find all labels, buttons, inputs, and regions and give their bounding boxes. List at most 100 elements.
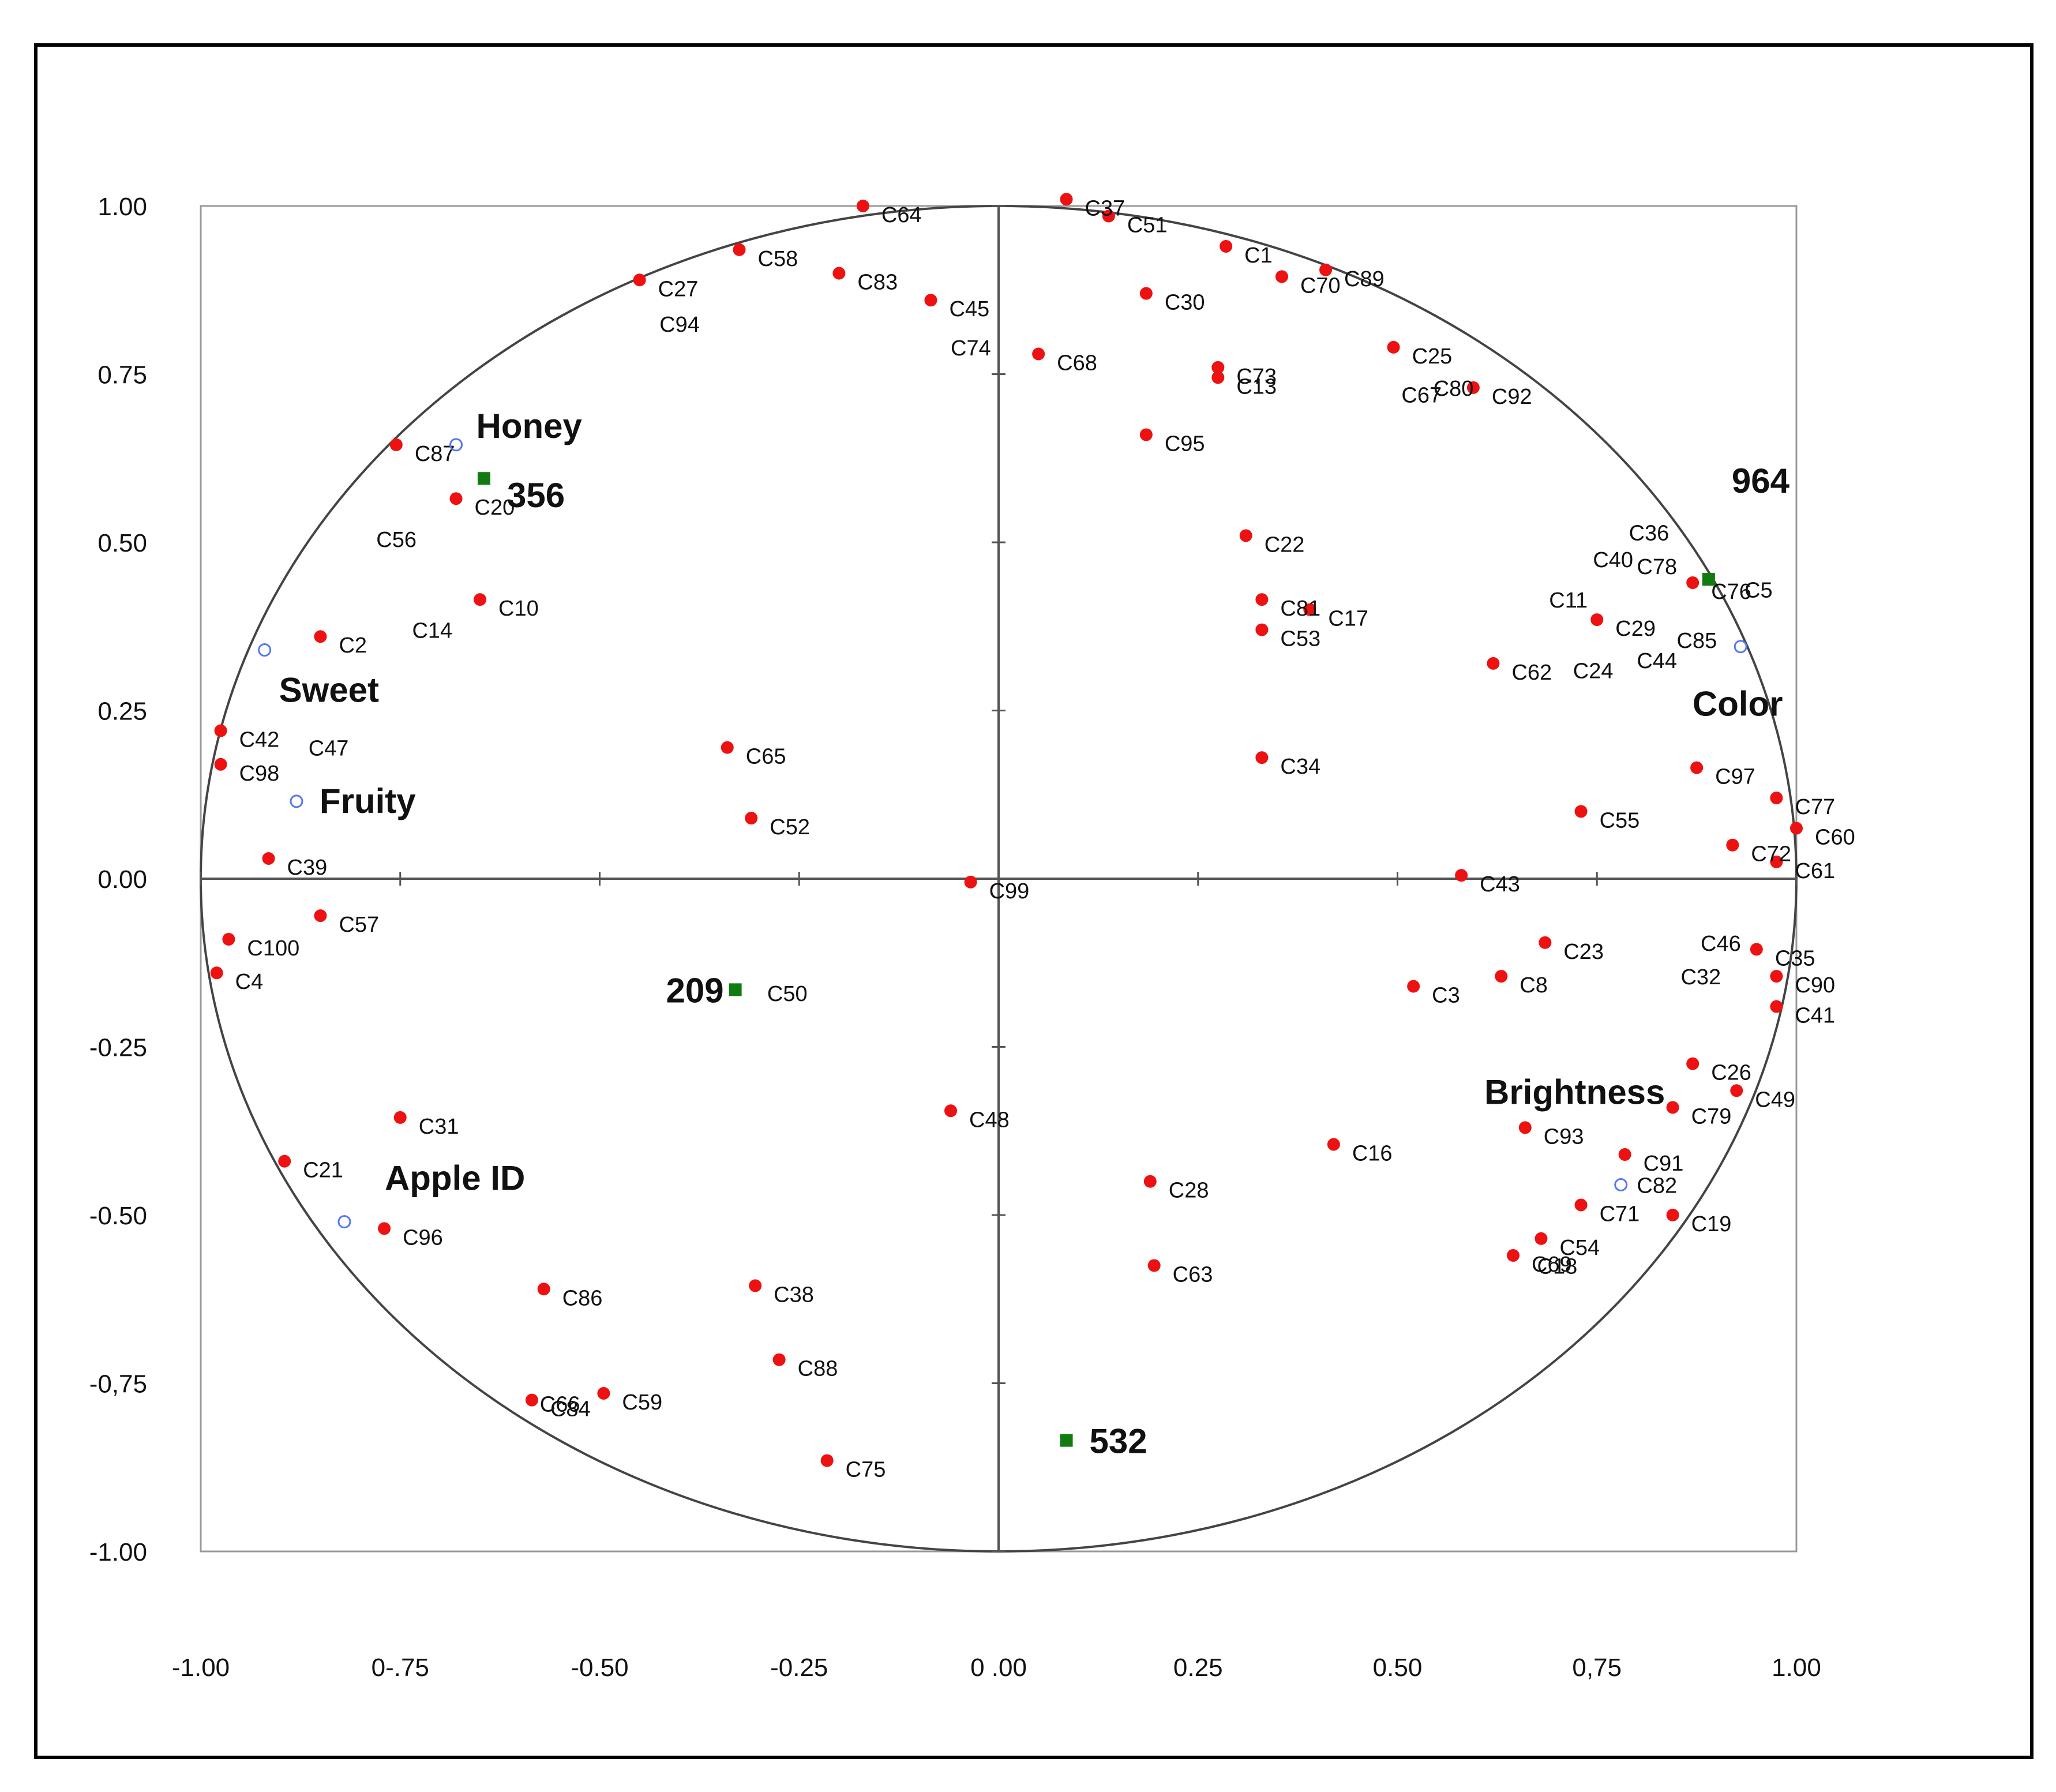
consumer-label-c31: C31 bbox=[419, 1115, 459, 1139]
consumer-label-c67: C67 bbox=[1401, 383, 1442, 407]
consumer-point-c91 bbox=[1618, 1148, 1631, 1161]
x-tick-label: 0-.75 bbox=[372, 1654, 429, 1682]
consumer-point-c49 bbox=[1730, 1084, 1743, 1097]
consumer-point-c71 bbox=[1574, 1198, 1588, 1212]
consumer-point-c8 bbox=[1495, 970, 1508, 983]
consumer-label-c21: C21 bbox=[303, 1159, 343, 1183]
consumer-point-c26 bbox=[1686, 1057, 1699, 1070]
consumer-label-c22: C22 bbox=[1265, 533, 1305, 557]
outer-frame bbox=[34, 43, 2034, 1759]
attribute-label-sweet: Sweet bbox=[279, 671, 379, 710]
consumer-label-c70: C70 bbox=[1300, 273, 1341, 298]
x-tick-label: -0.25 bbox=[770, 1654, 828, 1682]
consumer-label-c26: C26 bbox=[1711, 1061, 1751, 1085]
y-tick-label: -0.25 bbox=[89, 1034, 147, 1062]
product-point-532 bbox=[1060, 1434, 1073, 1447]
attribute-label-honey: Honey bbox=[477, 407, 583, 445]
consumer-point-c37 bbox=[1060, 193, 1073, 206]
consumer-label-c18: C18 bbox=[1537, 1254, 1578, 1279]
consumer-point-c4 bbox=[210, 966, 223, 980]
y-tick-label: 0.50 bbox=[97, 529, 147, 557]
consumer-label-c88: C88 bbox=[798, 1357, 838, 1381]
consumer-point-c23 bbox=[1539, 936, 1552, 949]
consumer-point-c72 bbox=[1726, 838, 1739, 852]
consumer-point-c19 bbox=[1666, 1209, 1679, 1221]
consumer-label-c81: C81 bbox=[1280, 597, 1320, 621]
consumer-point-c27 bbox=[633, 273, 646, 287]
consumer-label-c27: C27 bbox=[658, 277, 699, 301]
consumer-label-c57: C57 bbox=[339, 913, 379, 937]
consumer-point-c43 bbox=[1455, 869, 1468, 882]
consumer-label-c5: C5 bbox=[1744, 579, 1773, 603]
attribute-point-apple-id bbox=[337, 1215, 351, 1229]
consumer-label-c11: C11 bbox=[1549, 588, 1588, 613]
consumer-label-c73: C73 bbox=[1236, 365, 1277, 389]
product-label-964: 964 bbox=[1732, 462, 1790, 500]
consumer-label-c66: C66 bbox=[540, 1392, 580, 1416]
consumer-label-c13: C13 bbox=[1236, 374, 1277, 399]
consumer-label-c35: C35 bbox=[1775, 946, 1815, 970]
consumer-label-c43: C43 bbox=[1480, 872, 1520, 897]
consumer-label-c94: C94 bbox=[659, 313, 700, 337]
consumer-point-c86 bbox=[537, 1283, 550, 1296]
y-tick-label: 0.25 bbox=[97, 698, 147, 726]
consumer-label-c65: C65 bbox=[746, 745, 786, 769]
consumer-point-c17 bbox=[1303, 603, 1316, 616]
consumer-label-c2: C2 bbox=[339, 633, 367, 658]
consumer-label-c99: C99 bbox=[989, 879, 1030, 904]
consumer-label-c17: C17 bbox=[1328, 607, 1368, 631]
x-tick-label: 1.00 bbox=[1772, 1654, 1821, 1682]
consumer-label-c51: C51 bbox=[1127, 213, 1168, 237]
y-tick-label: 0.75 bbox=[97, 361, 147, 389]
consumer-label-c72: C72 bbox=[1751, 842, 1791, 867]
x-tick-labels: -1.00 0-.75 -0.50 -0.25 0 .00 0.25 0.50 0,75 1.0… bbox=[172, 1654, 1821, 1682]
consumer-point-c38 bbox=[749, 1279, 762, 1292]
consumer-label-c93: C93 bbox=[1544, 1124, 1584, 1149]
consumer-label-c30: C30 bbox=[1165, 291, 1205, 315]
consumer-label-c71: C71 bbox=[1600, 1202, 1640, 1227]
consumer-label-c76: C76 bbox=[1711, 580, 1751, 604]
consumer-point-c69 bbox=[1507, 1249, 1520, 1262]
consumer-label-c52: C52 bbox=[770, 815, 810, 839]
consumer-point-c60 bbox=[1790, 822, 1803, 835]
consumer-point-c59 bbox=[597, 1386, 610, 1400]
x-tick-label: 0.25 bbox=[1173, 1654, 1223, 1682]
consumer-label-c3: C3 bbox=[1432, 984, 1460, 1008]
consumer-points bbox=[210, 193, 1803, 1467]
consumer-label-c36: C36 bbox=[1629, 522, 1669, 546]
consumer-label-c48: C48 bbox=[969, 1108, 1010, 1132]
consumer-point-c92 bbox=[1466, 381, 1480, 394]
consumer-label-c80: C80 bbox=[1434, 377, 1474, 401]
consumer-label-c59: C59 bbox=[622, 1390, 662, 1415]
consumer-point-c63 bbox=[1147, 1259, 1161, 1272]
consumer-label-c69: C69 bbox=[1532, 1253, 1572, 1277]
attribute-point-brightness bbox=[1614, 1178, 1628, 1192]
consumer-label-c39: C39 bbox=[287, 856, 328, 880]
consumer-point-c83 bbox=[832, 267, 846, 280]
consumer-label-c24: C24 bbox=[1573, 659, 1614, 684]
y-tick-label: 1.00 bbox=[97, 193, 147, 221]
consumer-point-c25 bbox=[1387, 340, 1400, 354]
consumer-point-c98 bbox=[214, 758, 227, 771]
consumer-label-c54: C54 bbox=[1559, 1236, 1600, 1260]
consumer-point-c16 bbox=[1327, 1138, 1340, 1151]
consumer-point-c41 bbox=[1770, 1000, 1783, 1013]
consumer-label-c50: C50 bbox=[767, 982, 808, 1006]
consumer-label-c37: C37 bbox=[1085, 196, 1125, 220]
consumer-point-c57 bbox=[314, 909, 327, 923]
x-tick-label: -0.50 bbox=[571, 1654, 628, 1682]
attribute-point-honey bbox=[449, 438, 463, 452]
consumer-point-c76 bbox=[1686, 576, 1699, 589]
consumer-label-c83: C83 bbox=[857, 271, 898, 295]
attribute-points: Honey Sweet Fruity Color Brightness Apple ID bbox=[258, 407, 1783, 1229]
consumer-label-c91: C91 bbox=[1644, 1152, 1684, 1176]
consumer-label-c90: C90 bbox=[1795, 973, 1835, 998]
consumer-point-c84 bbox=[525, 1393, 538, 1407]
consumer-point-c96 bbox=[378, 1222, 391, 1235]
consumer-label-c84: C84 bbox=[550, 1397, 591, 1422]
consumer-point-c53 bbox=[1255, 623, 1269, 636]
consumer-label-c86: C86 bbox=[562, 1286, 603, 1310]
consumer-label-c78: C78 bbox=[1637, 555, 1677, 579]
consumer-label-c23: C23 bbox=[1563, 940, 1604, 964]
consumer-label-c19: C19 bbox=[1691, 1212, 1732, 1236]
